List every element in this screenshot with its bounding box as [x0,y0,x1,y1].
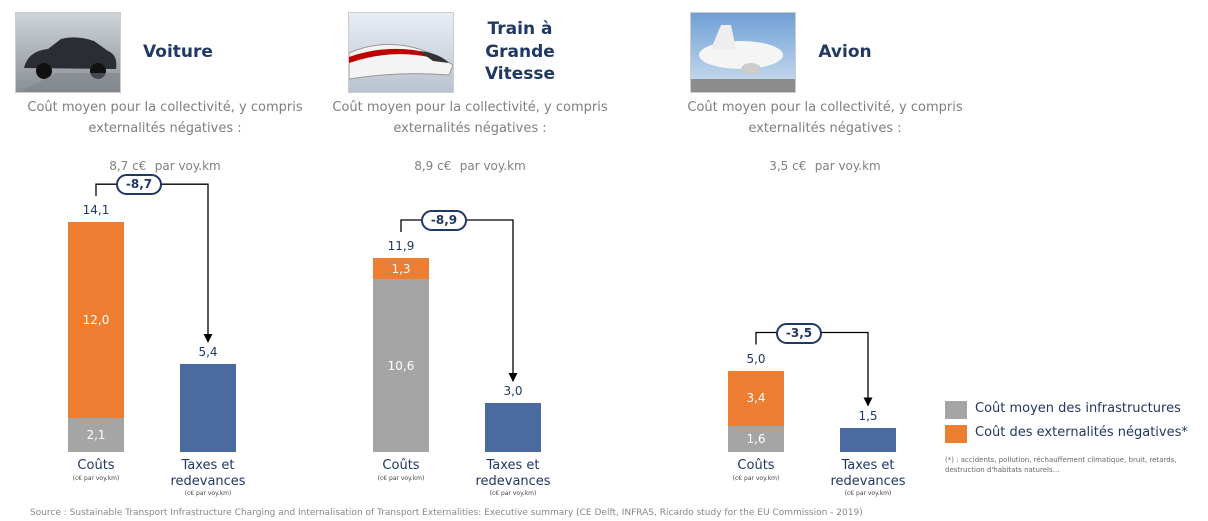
difference-bubble: -8,9 [421,210,467,231]
headline-unit: par voy.km [815,159,881,173]
category-label: Coûts [41,458,151,474]
value-label: 10,6 [373,279,429,452]
category-label: Taxes et redevances [458,458,568,489]
source: Source : Sustainable Transport Infrastru… [30,508,1180,518]
subtitle: Coût moyen pour la collectivité, y compr… [20,98,310,140]
category-note: (c€ par voy.km) [701,475,811,482]
value-label: 1,3 [373,258,429,279]
headline: 8,7 c€ par voy.km [20,148,310,176]
value-label: 2,1 [68,418,124,452]
headline-value: 8,7 c€ [109,159,146,173]
category-label: Taxes et redevances [813,458,923,489]
value-label: 3,0 [475,384,551,398]
panel-title: Train à Grande Vitesse [470,10,570,94]
value-label: 12,0 [68,222,124,418]
footnote: (*) : accidents, pollution, réchauffemen… [945,456,1195,476]
headline-value: 8,9 c€ [414,159,451,173]
category-note: (c€ par voy.km) [346,475,456,482]
bar-segment [180,364,236,452]
category-label: Coûts [701,458,811,474]
category-label: Coûts [346,458,456,474]
legend-swatch [945,401,967,419]
value-label: 1,5 [830,409,906,423]
headline-unit: par voy.km [155,159,221,173]
category: Taxes et redevances(c€ par voy.km) [153,458,263,497]
headline-value: 3,5 c€ [769,159,806,173]
category: Coûts(c€ par voy.km) [346,458,456,482]
headline-unit: par voy.km [460,159,526,173]
legend-label: Coût des externalités négatives* [975,425,1188,440]
category-note: (c€ par voy.km) [813,490,923,497]
value-label: 5,4 [170,345,246,359]
headline: 3,5 c€ par voy.km [680,148,970,176]
category: Coûts(c€ par voy.km) [41,458,151,482]
infographic: VoitureCoût moyen pour la collectivité, … [0,0,1208,521]
category-note: (c€ par voy.km) [153,490,263,497]
bar-segment [485,403,541,452]
category: Taxes et redevances(c€ par voy.km) [458,458,568,497]
difference-bubble: -3,5 [776,323,822,344]
difference-bubble: -8,7 [116,174,162,195]
panel-title: Avion [795,10,895,94]
total-label: 14,1 [58,203,134,217]
subtitle: Coût moyen pour la collectivité, y compr… [325,98,615,140]
category: Coûts(c€ par voy.km) [701,458,811,482]
category: Taxes et redevances(c€ par voy.km) [813,458,923,497]
category-note: (c€ par voy.km) [41,475,151,482]
bar-segment [840,428,896,452]
legend-swatch [945,425,967,443]
subtitle: Coût moyen pour la collectivité, y compr… [680,98,970,140]
value-label: 3,4 [728,371,784,426]
category-note: (c€ par voy.km) [458,490,568,497]
headline: 8,9 c€ par voy.km [325,148,615,176]
legend-label: Coût moyen des infrastructures [975,401,1181,416]
category-label: Taxes et redevances [153,458,263,489]
total-label: 5,0 [718,352,794,366]
total-label: 11,9 [363,239,439,253]
panel-title: Voiture [128,10,228,94]
value-label: 1,6 [728,426,784,452]
